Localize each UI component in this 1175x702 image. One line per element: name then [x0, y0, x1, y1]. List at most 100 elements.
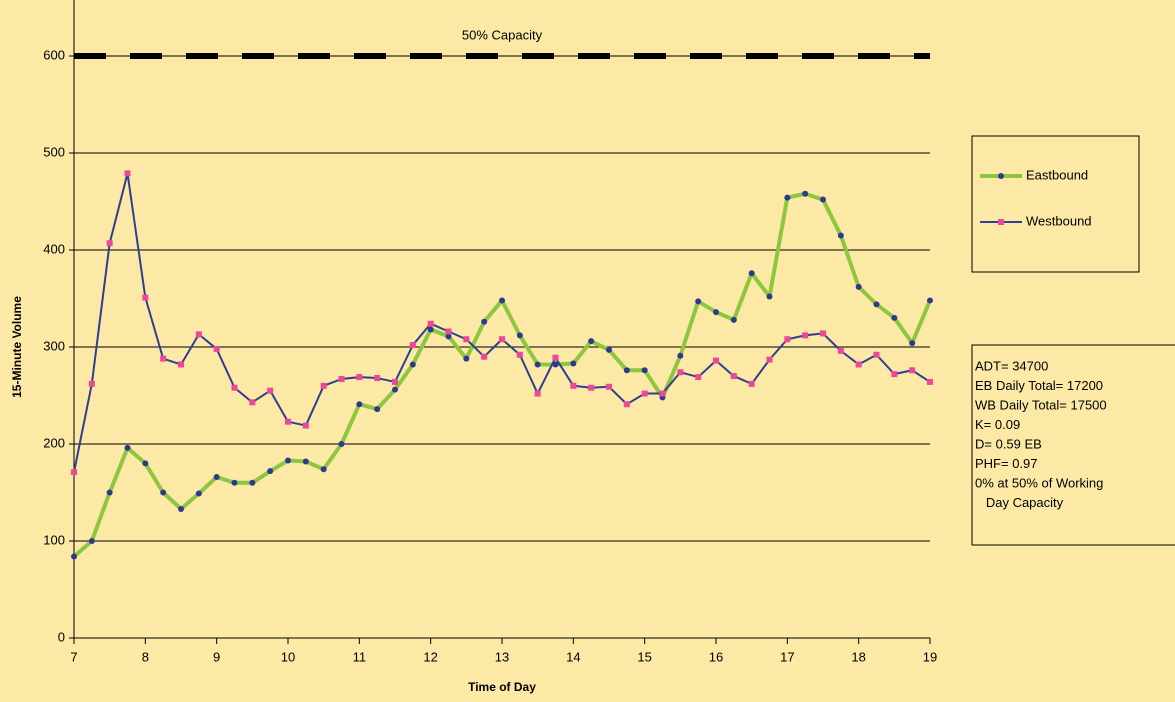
- data-point: [481, 318, 488, 325]
- data-point: [178, 361, 184, 368]
- annotation-line: WB Daily Total= 17500: [975, 397, 1107, 412]
- annotation-box: [971, 344, 1175, 546]
- data-point: [784, 194, 791, 201]
- legend-box: [971, 135, 1140, 273]
- x-tick-label: 11: [353, 649, 367, 664]
- data-point: [695, 298, 702, 305]
- x-tick-label: 10: [281, 649, 295, 664]
- data-point: [623, 367, 630, 374]
- x-tick-label: 8: [142, 649, 149, 664]
- legend-label: Eastbound: [1026, 167, 1088, 182]
- data-point: [873, 301, 880, 308]
- reference-label: 50% Capacity: [462, 27, 543, 42]
- data-point: [730, 316, 737, 323]
- data-point: [142, 294, 149, 301]
- data-point: [570, 360, 577, 367]
- x-tick-label: 9: [213, 649, 220, 664]
- data-point: [623, 401, 630, 408]
- data-point: [356, 374, 363, 381]
- data-point: [820, 196, 826, 203]
- x-tick-label: 7: [70, 649, 77, 664]
- x-tick-label: 15: [637, 649, 651, 664]
- data-point: [891, 371, 898, 378]
- annotation-line: EB Daily Total= 17200: [975, 378, 1103, 393]
- data-point: [730, 373, 737, 380]
- data-point: [713, 309, 719, 316]
- data-point: [927, 297, 933, 304]
- y-tick-label: 200: [43, 435, 65, 450]
- data-point: [178, 505, 184, 512]
- annotation-line: Day Capacity: [975, 495, 1064, 510]
- data-point: [231, 384, 238, 391]
- data-point: [802, 190, 809, 197]
- data-point: [570, 382, 577, 389]
- annotation-line: 0% at 50% of Working: [975, 475, 1103, 490]
- x-tick-label: 18: [851, 649, 865, 664]
- data-point: [88, 538, 95, 544]
- data-point: [267, 468, 274, 475]
- data-point: [338, 376, 345, 383]
- data-point: [213, 473, 220, 480]
- data-point: [445, 328, 452, 335]
- data-point: [71, 553, 77, 560]
- data-point: [534, 390, 541, 397]
- series-line: [72, 191, 932, 559]
- data-point: [481, 353, 488, 360]
- data-point: [409, 342, 416, 349]
- data-point: [713, 357, 719, 364]
- data-point: [427, 320, 434, 327]
- data-point: [463, 355, 470, 362]
- data-point: [409, 361, 416, 368]
- data-point: [338, 441, 345, 447]
- data-point: [88, 380, 95, 387]
- data-point: [927, 378, 933, 385]
- data-point: [160, 355, 167, 362]
- data-point: [106, 489, 113, 496]
- y-tick-label: 300: [43, 338, 65, 353]
- data-point: [820, 330, 826, 337]
- annotation-line: ADT= 34700: [975, 358, 1048, 373]
- series-line: [73, 172, 931, 473]
- data-point: [766, 293, 773, 300]
- x-tick-label: 12: [423, 649, 437, 664]
- data-point: [356, 401, 363, 408]
- data-point: [677, 369, 684, 376]
- annotation-line: K= 0.09: [975, 417, 1020, 432]
- data-point: [106, 240, 113, 247]
- data-point: [891, 314, 898, 321]
- data-point: [499, 297, 505, 304]
- data-point: [873, 351, 880, 358]
- data-point: [659, 390, 666, 397]
- data-point: [427, 326, 434, 333]
- data-point: [695, 374, 702, 381]
- data-point: [606, 383, 612, 390]
- data-point: [606, 346, 612, 353]
- data-point: [909, 367, 916, 374]
- data-point: [855, 361, 862, 368]
- legend-marker: [998, 173, 1004, 179]
- data-point: [677, 352, 684, 359]
- data-point: [766, 356, 773, 363]
- data-point: [302, 422, 309, 429]
- y-axis-label: 15-Minute Volume: [10, 296, 24, 398]
- data-point: [463, 336, 470, 343]
- data-point: [552, 361, 559, 368]
- y-tick-label: 500: [43, 144, 65, 159]
- data-point: [392, 386, 398, 393]
- data-point: [302, 458, 309, 465]
- data-point: [588, 384, 595, 391]
- data-point: [552, 354, 559, 361]
- data-point: [748, 270, 755, 277]
- y-tick-label: 100: [43, 532, 65, 547]
- data-point: [249, 479, 256, 486]
- data-point: [641, 390, 648, 397]
- annotation-line: D= 0.59 EB: [975, 436, 1042, 451]
- x-axis-label: Time of Day: [468, 680, 536, 694]
- x-tick-label: 13: [495, 649, 509, 664]
- y-tick-label: 600: [43, 47, 65, 62]
- data-point: [71, 469, 77, 476]
- data-point: [124, 170, 131, 177]
- data-point: [320, 466, 327, 473]
- data-point: [320, 382, 327, 389]
